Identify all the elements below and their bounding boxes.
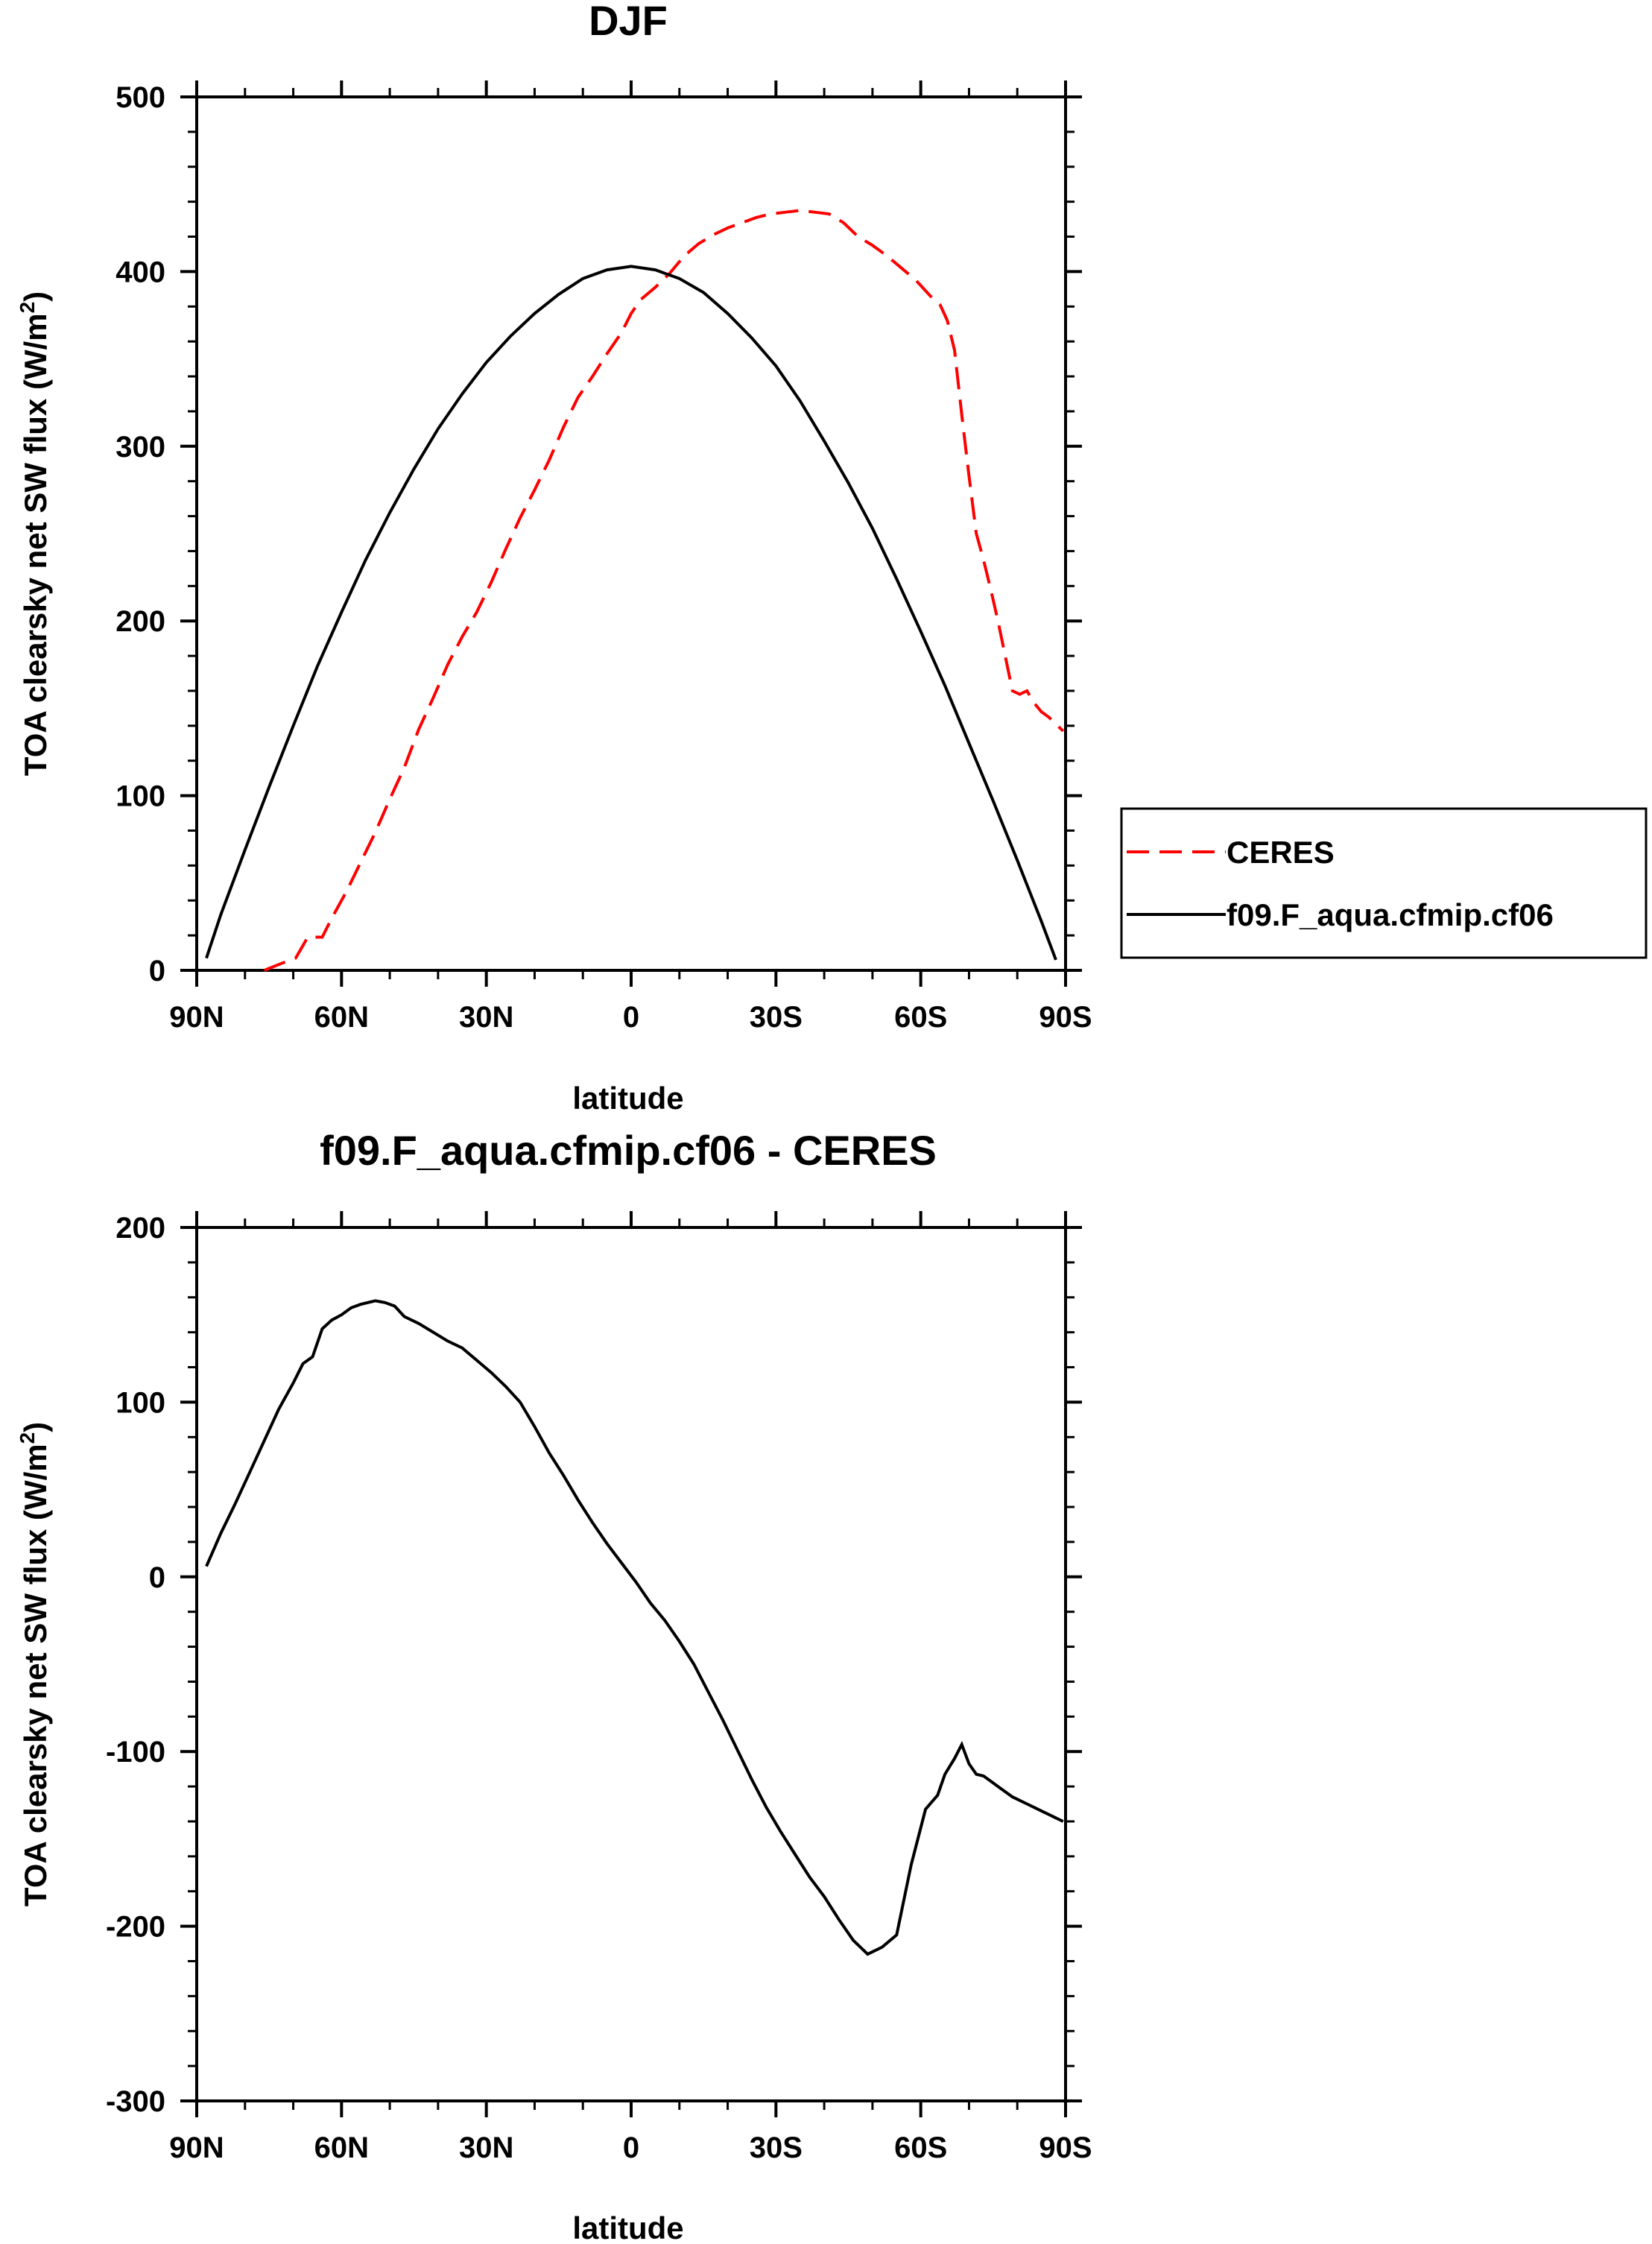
bottom-y-tick-label: -300 <box>106 2085 165 2118</box>
legend: CERES f09.F_aqua.cfmip.cf06 <box>1120 807 1648 959</box>
bottom-y-tick-label: -200 <box>106 1911 165 1944</box>
bottom-y-tick-label: 100 <box>115 1386 165 1419</box>
bottom-x-axis-label: latitude <box>572 2210 683 2244</box>
top-x-tick-label: 60N <box>314 1001 369 1034</box>
bottom-tick-labels: 90N 60N 30N 0 30S 60S 90S -300 -200 -100… <box>106 1212 1092 2164</box>
bottom-panel-difference: f09.F_aqua.cfmip.cf06 - CERES 90N 60N 30… <box>16 1127 1092 2244</box>
bottom-y-tick-label: -100 <box>106 1736 165 1769</box>
top-x-tick-label: 90S <box>1039 1001 1092 1034</box>
series-line-difference <box>205 1299 1064 1956</box>
top-chart-title: DJF <box>589 0 668 44</box>
top-x-tick-label: 30S <box>750 1001 803 1034</box>
top-x-tick-label: 90N <box>169 1001 224 1034</box>
top-tick-marks <box>180 80 1082 987</box>
top-y-tick-label: 400 <box>115 256 165 288</box>
top-y-tick-label: 0 <box>149 955 165 987</box>
top-panel-djf: DJF 90N 60N 30N 0 30S 60S 90S 0 100 200 … <box>16 0 1648 1116</box>
top-x-axis-label: latitude <box>572 1081 683 1116</box>
bottom-x-tick-label: 90N <box>169 2131 224 2164</box>
bottom-tick-marks <box>180 1211 1082 2117</box>
series-line-model <box>205 265 1057 961</box>
series-line-ceres <box>263 209 1065 972</box>
top-series <box>205 209 1065 972</box>
bottom-x-tick-label: 60N <box>314 2131 369 2164</box>
top-x-tick-label: 30N <box>459 1001 513 1034</box>
top-y-axis-label: TOA clearsky net SW flux (W/m2) <box>16 291 53 776</box>
top-y-tick-label: 200 <box>115 605 165 638</box>
bottom-series <box>205 1299 1064 1956</box>
top-plot-frame <box>195 95 1067 972</box>
bottom-x-tick-label: 30N <box>459 2131 513 2164</box>
legend-label-ceres: CERES <box>1227 835 1335 870</box>
top-y-tick-label: 100 <box>115 780 165 813</box>
bottom-chart-title: f09.F_aqua.cfmip.cf06 - CERES <box>320 1127 937 1174</box>
bottom-y-axis-label: TOA clearsky net SW flux (W/m2) <box>16 1422 53 1906</box>
bottom-x-tick-label: 90S <box>1039 2131 1092 2164</box>
bottom-plot-frame <box>195 1226 1067 2102</box>
bottom-y-tick-label: 200 <box>115 1212 165 1245</box>
top-tick-labels: 90N 60N 30N 0 30S 60S 90S 0 100 200 300 … <box>115 81 1092 1034</box>
legend-label-model: f09.F_aqua.cfmip.cf06 <box>1227 897 1554 932</box>
bottom-x-tick-label: 30S <box>750 2131 803 2164</box>
top-x-tick-label: 0 <box>623 1001 639 1034</box>
bottom-x-tick-label: 60S <box>894 2131 947 2164</box>
top-y-tick-label: 500 <box>115 81 165 114</box>
bottom-y-tick-label: 0 <box>149 1561 165 1594</box>
legend-box <box>1120 807 1648 959</box>
top-x-tick-label: 60S <box>894 1001 947 1034</box>
bottom-x-tick-label: 0 <box>623 2131 639 2164</box>
top-y-tick-label: 300 <box>115 431 165 464</box>
